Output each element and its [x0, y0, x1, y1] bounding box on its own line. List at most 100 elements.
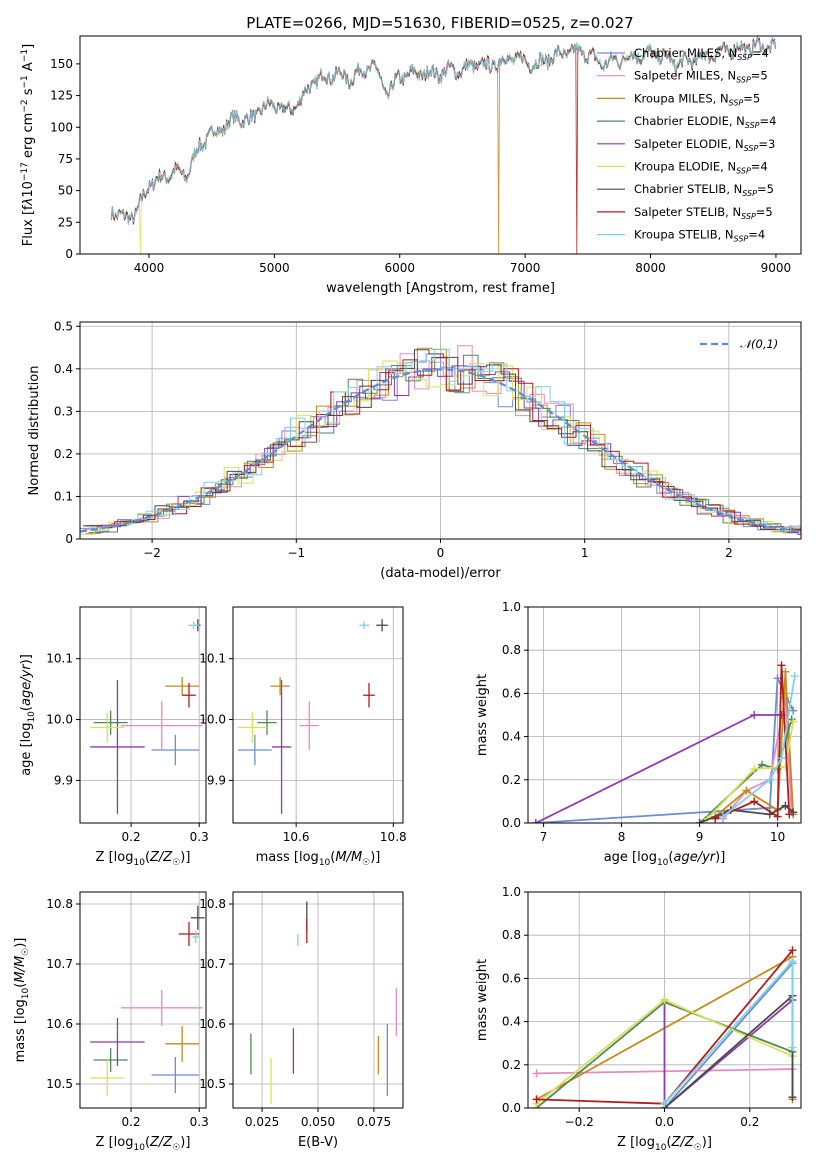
- x-tick-label: 9000: [761, 261, 792, 275]
- plot-area: [532, 946, 797, 1108]
- weight-vs-age-panel: 7 8 9 10 0.0 0.2 0.4 0.6 0.8 1.0 age [log10(age/yr…: [475, 600, 802, 868]
- x-tick-label: 8: [618, 830, 626, 844]
- residual-histogram: [85, 356, 801, 531]
- y-tick-label: 125: [50, 89, 73, 103]
- y-axis-label: mass weight: [475, 959, 490, 1041]
- weight-line: [722, 675, 796, 818]
- y-tick-label: 0.1: [54, 489, 73, 503]
- x-tick-label: −1: [287, 546, 305, 560]
- legend-entry: Chabrier MILES, NSSP=4: [634, 46, 769, 62]
- x-tick-label: 8000: [635, 261, 666, 275]
- y-tick-label: 10.0: [199, 713, 226, 727]
- x-tick-label: 0.2: [122, 830, 141, 844]
- y-tick-label: 10.1: [46, 652, 73, 666]
- plot-area: [531, 661, 799, 823]
- spectrum-line: [110, 37, 776, 225]
- weight-line: [714, 665, 791, 820]
- weight-vs-Z-panel: −0.2 0.0 0.2 0.0 0.2 0.4 0.6 0.8 1.0 Z [log10(Z/Z…: [475, 885, 802, 1153]
- y-tick-label: 10.1: [199, 652, 226, 666]
- y-tick-label: 0.8: [502, 643, 521, 657]
- x-axis-label: Z [log10(Z/Z☉)]: [96, 850, 191, 868]
- y-tick-label: 10.7: [199, 957, 226, 971]
- legend-entry: Chabrier STELIB, NSSP=5: [634, 182, 774, 198]
- y-tick-label: 0.6: [502, 686, 521, 700]
- y-tick-label: 0.4: [502, 730, 521, 744]
- y-tick-label: 0.2: [502, 1058, 521, 1072]
- x-tick-label: 6000: [384, 261, 415, 275]
- x-tick-label: 0.0: [655, 1115, 674, 1129]
- y-tick-label: 10.7: [46, 957, 73, 971]
- legend-entry: Salpeter STELIB, NSSP=5: [634, 205, 773, 221]
- x-tick-label: 0.2: [740, 1115, 759, 1129]
- legend-entry: Kroupa ELODIE, NSSP=4: [634, 160, 768, 176]
- legend-entry: Kroupa STELIB, NSSP=4: [634, 228, 765, 244]
- y-tick-label: 1.0: [502, 885, 521, 899]
- y-tick-label: 1.0: [502, 600, 521, 614]
- figure-title: PLATE=0266, MJD=51630, FIBERID=0525, z=0…: [246, 14, 633, 32]
- x-tick-label: 0.050: [301, 1115, 335, 1129]
- y-tick-label: 0.4: [54, 362, 73, 376]
- x-axis-label: E(B-V): [298, 1135, 338, 1150]
- y-tick-label: 10.8: [46, 897, 73, 911]
- x-tick-label: 0: [437, 546, 445, 560]
- plot-area: [80, 345, 801, 535]
- weight-line: [663, 958, 794, 1105]
- x-axis-label: age [log10(age/yr)]: [604, 850, 726, 868]
- y-tick-label: 50: [58, 184, 73, 198]
- x-tick-label: 5000: [259, 261, 290, 275]
- weight-line: [663, 993, 794, 1108]
- x-tick-label: 1: [581, 546, 589, 560]
- x-tick-label: 9: [696, 830, 704, 844]
- y-tick-label: 10.5: [46, 1077, 73, 1091]
- legend-entry: Kroupa MILES, NSSP=5: [634, 91, 760, 107]
- x-tick-label: −2: [143, 546, 161, 560]
- normal-reference-curve: [80, 368, 801, 533]
- y-tick-label: 9.9: [54, 773, 73, 787]
- y-tick-label: 0.4: [502, 1015, 521, 1029]
- axes-frame: [527, 606, 802, 824]
- legend-entry: Salpeter MILES, NSSP=5: [634, 69, 768, 85]
- y-tick-label: 0.2: [502, 773, 521, 787]
- y-tick-label: 0.0: [502, 816, 521, 830]
- x-tick-label: 4000: [134, 261, 165, 275]
- x-axis-label: Z [log10(Z/Z☉)]: [96, 1135, 191, 1153]
- y-tick-label: 0.0: [502, 1101, 521, 1115]
- y-tick-label: 0: [65, 532, 73, 546]
- mass-vs-Z-panel: 0.2 0.3 10.5 10.6 10.7 10.8 Z [log10(Z/Z☉)] mas…: [13, 891, 209, 1153]
- y-tick-label: 25: [58, 215, 73, 229]
- weight-line: [535, 714, 782, 823]
- x-tick-label: 0.2: [122, 1115, 141, 1129]
- x-tick-label: 2: [725, 546, 733, 560]
- plot-area: [250, 901, 397, 1104]
- y-tick-label: 0.2: [54, 447, 73, 461]
- y-tick-label: 0.5: [54, 319, 73, 333]
- plot-area: [237, 619, 388, 814]
- axes-frame: [79, 891, 207, 1109]
- y-tick-label: 75: [58, 152, 73, 166]
- x-tick-label: 10: [770, 830, 785, 844]
- residuals-panel: −2 −1 0 1 2 0 0.1 0.2 0.3 0.4 0.5 (data-model)/erro…: [27, 319, 802, 581]
- legend-entry: Salpeter ELODIE, NSSP=3: [634, 137, 775, 153]
- axes-frame: [79, 606, 207, 824]
- x-tick-label: 10.8: [380, 830, 407, 844]
- x-tick-label: 7000: [510, 261, 541, 275]
- residual-histogram: [88, 349, 801, 529]
- mass-vs-EBV-panel: 0.025 0.050 0.075 10.5 10.6 10.7 10.8 E(B-V): [199, 891, 404, 1150]
- residual-histogram: [82, 349, 801, 531]
- x-axis-label: mass [log10(M/M☉)]: [256, 850, 381, 868]
- x-axis-label: Z [log10(Z/Z☉)]: [617, 1135, 712, 1153]
- y-tick-label: 0.8: [502, 928, 521, 942]
- y-tick-label: 0: [65, 247, 73, 261]
- x-tick-label: 0.025: [245, 1115, 279, 1129]
- x-axis-label: wavelength [Angstrom, rest frame]: [326, 281, 555, 296]
- y-axis-label: mass weight: [475, 674, 490, 756]
- y-tick-label: 0.3: [54, 404, 73, 418]
- x-tick-label: 0.075: [357, 1115, 391, 1129]
- residual-histogram: [91, 365, 801, 535]
- y-tick-label: 9.9: [207, 773, 226, 787]
- weight-line: [663, 960, 794, 1108]
- y-tick-label: 10.8: [199, 897, 226, 911]
- x-tick-label: 0.3: [190, 1115, 209, 1129]
- legend-entry: Chabrier ELODIE, NSSP=4: [634, 114, 776, 130]
